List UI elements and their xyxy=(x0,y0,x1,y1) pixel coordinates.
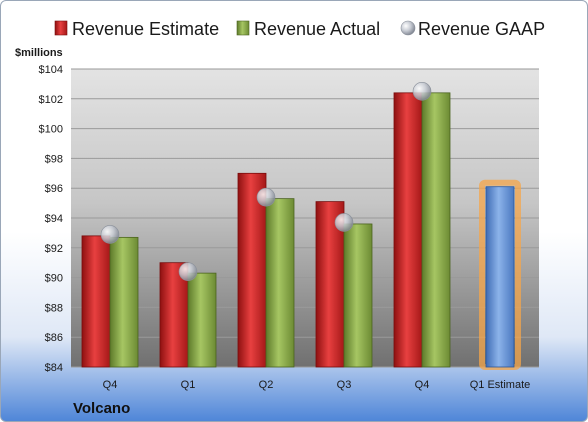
x-category-label: Q3 xyxy=(337,379,352,391)
legend-label: Revenue Actual xyxy=(254,19,380,39)
x-category-label: Q1 xyxy=(181,379,196,391)
y-tick-label: $98 xyxy=(45,153,63,165)
y-tick-label: $90 xyxy=(45,273,63,285)
y-tick-label: $100 xyxy=(39,124,63,136)
gridlines xyxy=(71,68,539,368)
legend-swatch-estimate xyxy=(54,20,68,36)
y-tick-label: $84 xyxy=(45,362,63,374)
bar-revenue-actual xyxy=(109,236,139,368)
y-tick-label: $92 xyxy=(45,243,63,255)
gaap-markers xyxy=(100,82,432,281)
y-tick-label: $86 xyxy=(45,332,63,344)
legend-swatch-actual xyxy=(236,20,250,36)
marker-revenue-gaap xyxy=(256,187,276,207)
bar-revenue-actual xyxy=(421,92,451,368)
bar-revenue-estimate xyxy=(393,92,423,368)
bar-revenue-actual xyxy=(343,223,373,368)
y-axis-ticks: $84 $86 $88 $90 $92 $94 $96 $98 $100 $102 $104 xyxy=(39,64,63,374)
marker-revenue-gaap xyxy=(334,213,354,232)
bar-revenue-actual xyxy=(265,198,295,368)
x-category-label: Q1 Estimate xyxy=(470,379,531,391)
y-tick-label: $88 xyxy=(45,302,63,314)
legend-swatch-gaap xyxy=(400,20,416,36)
bars xyxy=(81,92,521,370)
bar-revenue-estimate-next xyxy=(485,186,515,368)
marker-revenue-gaap xyxy=(100,225,120,244)
x-category-label: Q4 xyxy=(415,379,430,391)
legend-label: Revenue GAAP xyxy=(418,19,545,39)
y-tick-label: $102 xyxy=(39,94,63,106)
bar-revenue-actual xyxy=(187,272,217,368)
marker-revenue-gaap xyxy=(412,82,432,101)
x-category-label: Q2 xyxy=(259,379,274,391)
marker-revenue-gaap xyxy=(178,262,198,281)
company-name: Volcano xyxy=(73,400,130,417)
bar-revenue-estimate xyxy=(81,235,111,368)
y-axis-unit-label: $millions xyxy=(15,47,63,59)
y-tick-label: $104 xyxy=(39,64,63,76)
x-category-label: Q4 xyxy=(103,379,118,391)
y-tick-label: $94 xyxy=(45,213,63,225)
y-tick-label: $96 xyxy=(45,183,63,195)
legend-label: Revenue Estimate xyxy=(72,19,219,39)
bar-revenue-estimate xyxy=(159,262,189,368)
legend: Revenue Estimate Revenue Actual Revenue GA… xyxy=(54,19,545,39)
x-axis-categories: Q4 Q1 Q2 Q3 Q4 Q1 Estimate xyxy=(103,379,531,391)
